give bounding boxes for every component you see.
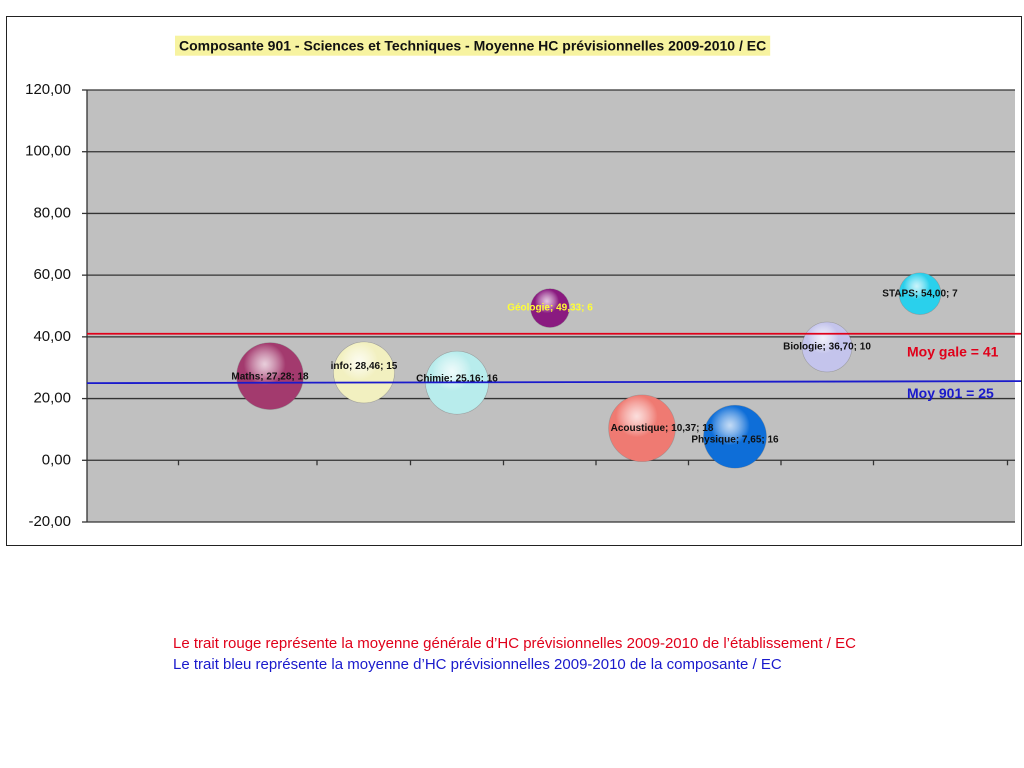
bubble-shine bbox=[608, 395, 676, 462]
bubble-shine bbox=[703, 405, 767, 468]
y-tick-label: 20,00 bbox=[33, 390, 71, 407]
reference-line bbox=[86, 380, 1021, 385]
y-tick-label: -20,00 bbox=[28, 513, 71, 530]
bubble-data-label: STAPS; 54,00; 7 bbox=[882, 288, 958, 299]
chart-frame: Composante 901 - Sciences et Techniques … bbox=[6, 16, 1022, 546]
bubble-data-label: Physique; 7,65; 16 bbox=[691, 434, 779, 445]
y-tick-label: 120,00 bbox=[25, 81, 71, 98]
reference-line-label: Moy 901 = 25 bbox=[907, 385, 994, 401]
bubble-shine bbox=[333, 342, 395, 403]
blue-line-note: Le trait bleu représente la moyenne d’HC… bbox=[173, 656, 782, 673]
bubble-shine bbox=[899, 272, 941, 315]
bubble-data-label: Maths; 27,28; 18 bbox=[231, 372, 309, 383]
bubble-data-label: Géologie; 49,33; 6 bbox=[507, 303, 593, 314]
chart-title: Composante 901 - Sciences et Techniques … bbox=[179, 38, 766, 54]
red-line-note: Le trait rouge représente la moyenne gén… bbox=[173, 635, 856, 652]
reference-line-label: Moy gale = 41 bbox=[907, 343, 999, 359]
bubble-data-label: Biologie; 36,70; 10 bbox=[783, 342, 871, 353]
y-tick-label: 0,00 bbox=[42, 451, 71, 468]
y-tick-label: 60,00 bbox=[33, 266, 71, 283]
chart-title-highlight bbox=[175, 35, 771, 56]
bubble-shine bbox=[530, 288, 570, 328]
y-tick-label: 100,00 bbox=[25, 143, 71, 160]
bubble-chart: Composante 901 - Sciences et Techniques … bbox=[25, 35, 1021, 530]
bubble-data-label: info; 28,46; 15 bbox=[331, 361, 398, 372]
bubble-data-label: Acoustique; 10,37; 18 bbox=[611, 423, 714, 434]
bubble-shine bbox=[236, 342, 304, 410]
y-tick-label: 40,00 bbox=[33, 328, 71, 345]
y-tick-label: 80,00 bbox=[33, 204, 71, 221]
bubble-data-label: Chimie; 25,16; 16 bbox=[416, 373, 498, 384]
